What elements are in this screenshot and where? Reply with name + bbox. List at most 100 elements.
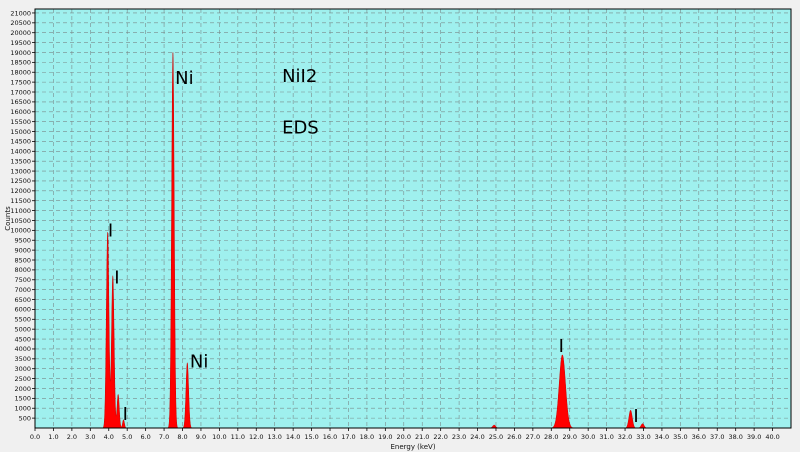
y-tick-label: 20500 — [10, 19, 31, 27]
y-tick-label: 9500 — [14, 237, 31, 245]
peak-label: I — [559, 336, 564, 357]
grid-lines — [35, 9, 791, 428]
x-tick-label: 4.0 — [104, 433, 114, 441]
y-tick-label: 18000 — [10, 69, 31, 77]
y-tick-label: 21000 — [10, 9, 31, 17]
y-tick-label: 10000 — [10, 227, 31, 235]
x-axis-ticks: 0.0 1.0 2.0 3.0 4.0 5.0 6.0 7.0 8.0 9.0 10.0 11.0 12… — [30, 428, 780, 441]
x-tick-label: 26.0 — [507, 433, 521, 441]
y-tick-label: 11000 — [10, 207, 31, 215]
y-tick-label: 2000 — [14, 385, 31, 393]
peak-label: I — [633, 406, 638, 427]
x-tick-label: 12.0 — [249, 433, 263, 441]
y-tick-label: 15000 — [10, 128, 31, 136]
plot-background — [35, 9, 791, 428]
x-tick-label: 3.0 — [85, 433, 95, 441]
x-tick-label: 7.0 — [159, 433, 169, 441]
y-tick-label: 8000 — [14, 266, 31, 274]
y-tick-label: 14000 — [10, 148, 31, 156]
y-tick-label: 16000 — [10, 108, 31, 116]
x-tick-label: 0.0 — [30, 433, 40, 441]
x-tick-label: 36.0 — [692, 433, 706, 441]
x-tick-label: 28.0 — [544, 433, 558, 441]
y-tick-label: 17000 — [10, 88, 31, 96]
y-tick-label: 7000 — [14, 286, 31, 294]
y-tick-label: 5500 — [14, 316, 31, 324]
peak-label: I — [114, 268, 119, 289]
x-tick-label: 30.0 — [581, 433, 595, 441]
y-tick-label: 17500 — [10, 78, 31, 86]
y-tick-label: 4500 — [14, 335, 31, 343]
y-tick-label: 3500 — [14, 355, 31, 363]
peak-label: EDS — [282, 118, 319, 139]
y-axis-title: Counts — [4, 206, 12, 231]
y-tick-label: 7500 — [14, 276, 31, 284]
x-tick-label: 22.0 — [433, 433, 447, 441]
x-tick-label: 11.0 — [231, 433, 245, 441]
x-tick-label: 21.0 — [415, 433, 429, 441]
x-tick-label: 29.0 — [562, 433, 576, 441]
x-tick-label: 40.0 — [765, 433, 779, 441]
peak-labels: Ni I I I Ni I I NiI2 EDS — [108, 66, 639, 427]
x-tick-label: 17.0 — [341, 433, 355, 441]
x-tick-label: 18.0 — [360, 433, 374, 441]
y-tick-label: 12500 — [10, 177, 31, 185]
x-tick-label: 27.0 — [526, 433, 540, 441]
y-tick-label: 6000 — [14, 306, 31, 314]
x-tick-label: 24.0 — [470, 433, 484, 441]
x-tick-label: 13.0 — [267, 433, 281, 441]
x-tick-label: 6.0 — [140, 433, 150, 441]
y-tick-label: 19500 — [10, 39, 31, 47]
y-tick-label: 10500 — [10, 217, 31, 225]
y-tick-label: 13000 — [10, 167, 31, 175]
y-tick-label: 15500 — [10, 118, 31, 126]
x-tick-label: 32.0 — [618, 433, 632, 441]
y-tick-label: 6500 — [14, 296, 31, 304]
y-tick-label: 5000 — [14, 325, 31, 333]
x-tick-label: 23.0 — [452, 433, 466, 441]
x-tick-label: 14.0 — [286, 433, 300, 441]
y-tick-label: 1000 — [14, 405, 31, 413]
x-tick-label: 5.0 — [122, 433, 132, 441]
peak-label: I — [123, 404, 128, 425]
y-tick-label: 19000 — [10, 49, 31, 57]
x-tick-label: 20.0 — [397, 433, 411, 441]
x-tick-label: 2.0 — [67, 433, 77, 441]
peak-label: I — [108, 220, 113, 241]
x-tick-label: 25.0 — [489, 433, 503, 441]
x-tick-label: 37.0 — [710, 433, 724, 441]
y-tick-label: 8500 — [14, 256, 31, 264]
y-tick-label: 13500 — [10, 157, 31, 165]
plot-border — [34, 8, 792, 429]
y-tick-label: 11500 — [10, 197, 31, 205]
x-tick-label: 33.0 — [636, 433, 650, 441]
peak-label: NiI2 — [282, 66, 317, 87]
x-tick-label: 19.0 — [378, 433, 392, 441]
x-tick-label: 8.0 — [177, 433, 187, 441]
x-tick-label: 15.0 — [304, 433, 318, 441]
x-tick-label: 9.0 — [196, 433, 206, 441]
y-tick-label: 16500 — [10, 98, 31, 106]
x-tick-label: 39.0 — [747, 433, 761, 441]
x-tick-label: 34.0 — [655, 433, 669, 441]
y-tick-label: 2500 — [14, 375, 31, 383]
y-tick-label: 20000 — [10, 29, 31, 37]
x-tick-label: 16.0 — [323, 433, 337, 441]
x-tick-label: 35.0 — [673, 433, 687, 441]
y-tick-label: 1500 — [14, 395, 31, 403]
peak-label: Ni — [175, 68, 193, 89]
y-tick-label: 9000 — [14, 246, 31, 254]
y-tick-label: 500 — [19, 414, 31, 422]
x-tick-label: 38.0 — [728, 433, 742, 441]
x-axis-title: Energy (keV) — [390, 443, 435, 451]
y-tick-label: 4000 — [14, 345, 31, 353]
y-tick-label: 3000 — [14, 365, 31, 373]
y-tick-label: 14500 — [10, 138, 31, 146]
y-tick-label: 18500 — [10, 59, 31, 67]
y-tick-label: 12000 — [10, 187, 31, 195]
x-tick-label: 10.0 — [212, 433, 226, 441]
x-tick-label: 1.0 — [48, 433, 58, 441]
peak-label: Ni — [190, 352, 208, 373]
